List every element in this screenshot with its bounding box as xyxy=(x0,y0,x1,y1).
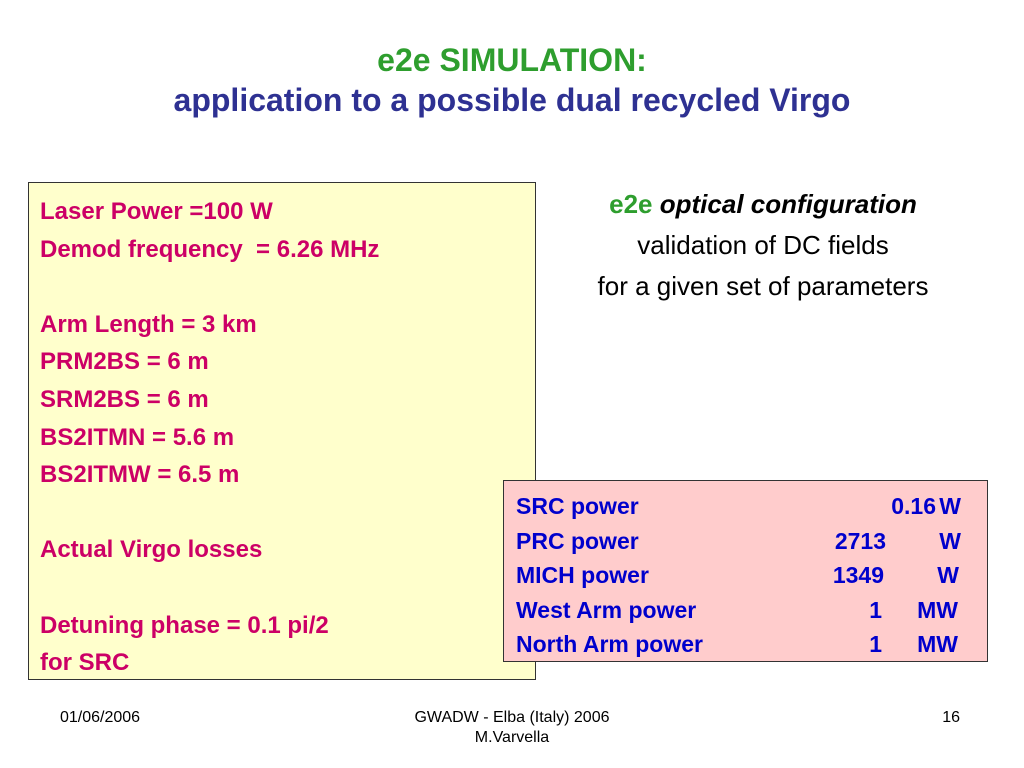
spacer xyxy=(40,569,535,607)
param-losses: Actual Virgo losses xyxy=(40,536,263,564)
config-optical-label: optical configuration xyxy=(659,189,917,219)
param-laser-power: Laser Power =100 W xyxy=(40,198,273,225)
config-line-1: e2e optical configuration xyxy=(540,184,986,225)
power-row: MICH power 1349 W xyxy=(516,558,987,593)
power-value: 1349 xyxy=(832,562,884,588)
config-line-2: validation of DC fields xyxy=(637,230,889,260)
config-line-3: for a given set of parameters xyxy=(597,271,929,301)
footer-page-number: 16 xyxy=(942,709,960,726)
footer-date: 01/06/2006 xyxy=(60,709,141,726)
power-label: MICH power xyxy=(516,562,649,588)
config-e2e-label: e2e xyxy=(609,189,653,219)
slide-title: e2e SIMULATION: application to a possibl… xyxy=(0,40,1024,120)
power-label: North Arm power xyxy=(516,631,703,657)
power-unit: MW xyxy=(917,631,958,657)
param-demod-frequency: Demod frequency = 6.26 MHz xyxy=(40,235,380,263)
power-unit: MW xyxy=(917,596,958,623)
power-value: 2713 xyxy=(834,527,886,554)
param-srm2bs: SRM2BS = 6 m xyxy=(40,385,209,413)
power-value: 0.16 xyxy=(891,493,936,519)
power-unit: W xyxy=(937,562,959,588)
title-line-1: e2e SIMULATION: xyxy=(377,42,647,78)
power-value: 1 xyxy=(869,631,882,657)
power-label: SRC power xyxy=(516,493,639,519)
power-results-box: SRC power 0.16 W PRC power 2713 W MICH p… xyxy=(503,480,988,662)
power-unit: W xyxy=(939,527,961,554)
param-bs2itmw: BS2ITMW = 6.5 m xyxy=(40,461,240,489)
param-arm-length: Arm Length = 3 km xyxy=(40,310,257,338)
power-row: PRC power 2713 W xyxy=(516,524,987,559)
param-bs2itmn: BS2ITMN = 5.6 m xyxy=(40,423,235,451)
title-line-2: application to a possible dual recycled … xyxy=(173,82,851,118)
footer-conference: GWADW - Elba (Italy) 2006 M.Varvella xyxy=(0,708,1024,748)
param-detuning-line-2: for SRC xyxy=(40,649,130,677)
parameters-box: Laser Power =100 W Demod frequency = 6.2… xyxy=(28,182,536,680)
power-label: PRC power xyxy=(516,527,639,554)
power-row: SRC power 0.16 W xyxy=(516,489,987,524)
power-label: West Arm power xyxy=(516,596,697,623)
power-row: North Arm power 1 MW xyxy=(516,627,987,662)
param-detuning-line-1: Detuning phase = 0.1 pi/2 xyxy=(40,611,329,639)
spacer xyxy=(40,494,535,532)
optical-configuration-note: e2e optical configuration validation of … xyxy=(540,184,986,307)
footer-author: M.Varvella xyxy=(474,729,550,746)
power-row: West Arm power 1 MW xyxy=(516,593,987,628)
param-prm2bs: PRM2BS = 6 m xyxy=(40,348,209,376)
footer-conference-name: GWADW - Elba (Italy) 2006 xyxy=(414,709,610,726)
power-value: 1 xyxy=(869,596,882,623)
spacer xyxy=(40,268,535,306)
power-unit: W xyxy=(939,493,961,519)
